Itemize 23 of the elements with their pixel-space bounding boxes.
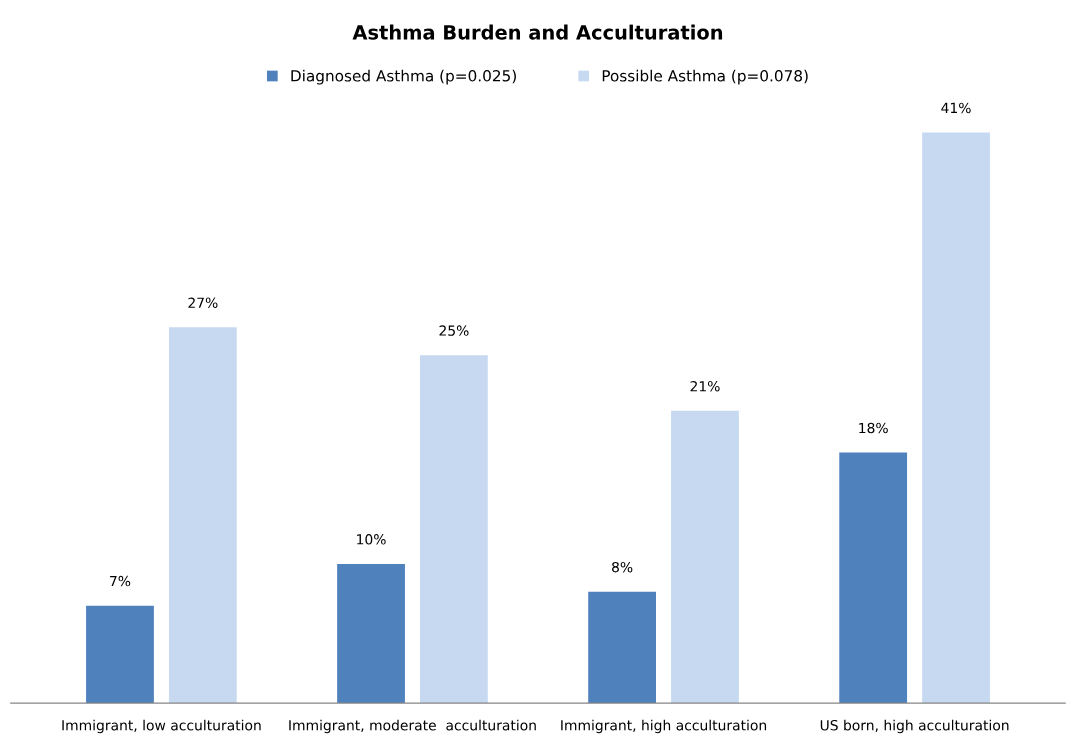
legend-label: Possible Asthma (p=0.078): [602, 69, 808, 85]
legend-label: Diagnosed Asthma (p=0.025): [291, 69, 516, 85]
bar: [839, 452, 908, 704]
bar: [588, 591, 656, 704]
bar: [922, 132, 990, 704]
bar: [337, 563, 405, 704]
x-tick-label: Immigrant, high acculturation: [561, 719, 767, 734]
x-tick-label: Immigrant, low acculturation: [62, 719, 261, 734]
data-label: 41%: [941, 102, 971, 114]
bar: [168, 327, 237, 704]
data-label: 7%: [110, 575, 131, 587]
data-label: 8%: [612, 561, 633, 573]
bar: [86, 605, 154, 704]
data-label: 21%: [690, 380, 720, 392]
bar: [420, 355, 488, 704]
data-label: 27%: [188, 297, 218, 308]
data-label: 25%: [439, 325, 469, 336]
x-tick-label: Immigrant, moderate acculturation: [289, 719, 536, 734]
x-tick-label: US born, high acculturation: [820, 719, 1009, 734]
data-label: 18%: [859, 422, 888, 434]
data-label: 10%: [357, 534, 386, 545]
chart-title: Asthma Burden and Acculturation: [352, 24, 723, 40]
bar: [671, 410, 739, 704]
